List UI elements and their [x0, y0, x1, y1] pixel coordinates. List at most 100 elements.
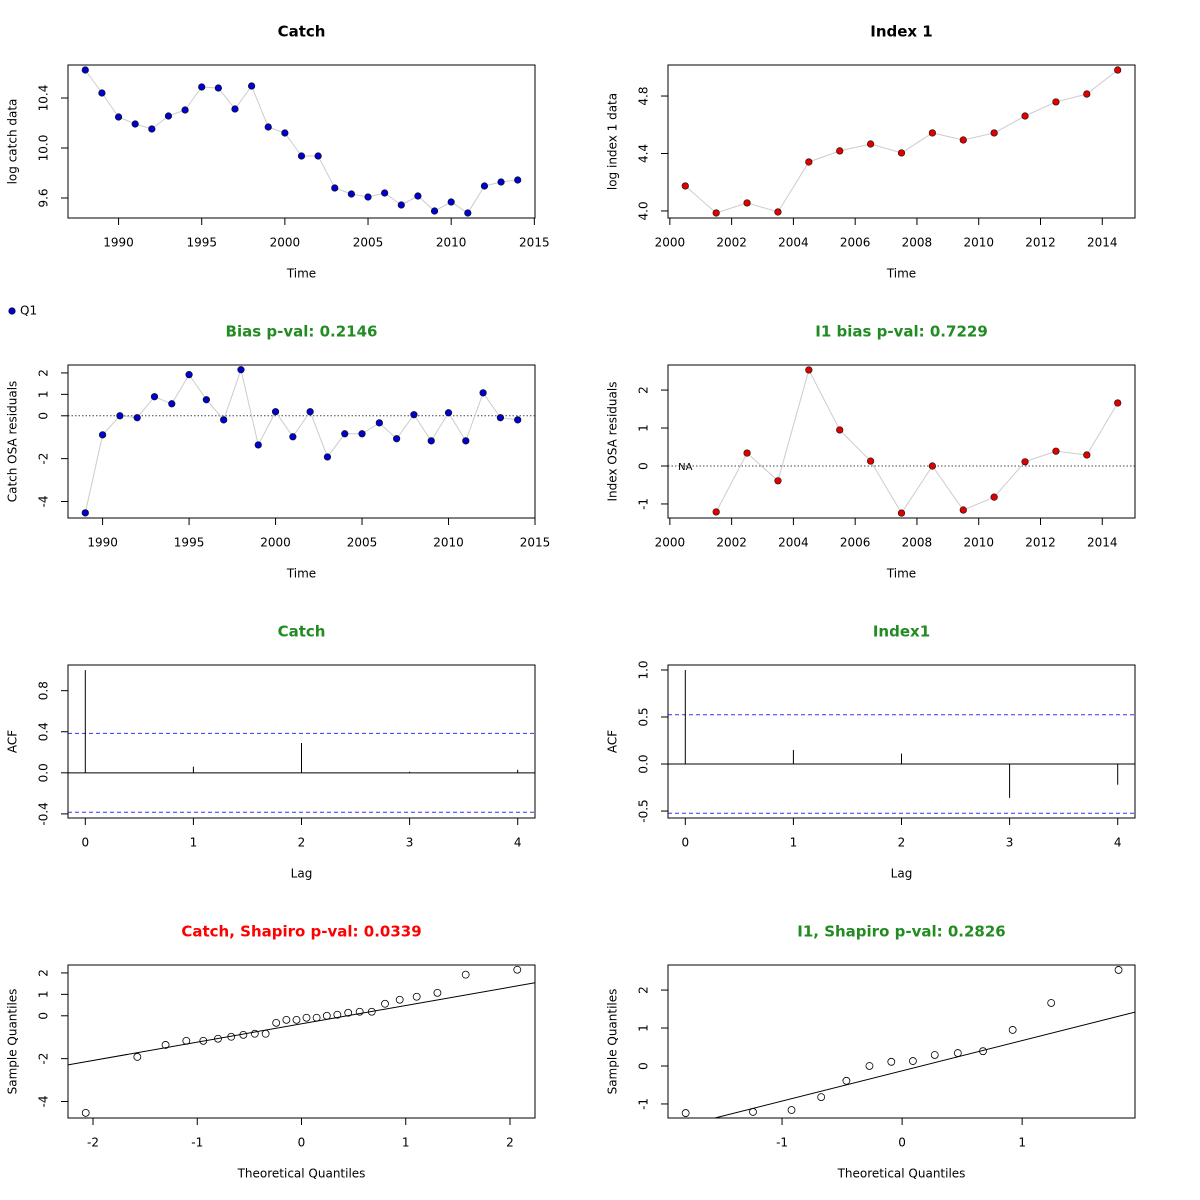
x-tick-label: 2012	[1025, 236, 1056, 250]
panel-title: Index 1	[870, 23, 933, 41]
y-tick-label: 9.6	[37, 188, 51, 207]
data-point	[381, 189, 389, 197]
qq-point	[227, 1032, 236, 1041]
data-point	[289, 433, 297, 441]
data-point	[164, 112, 173, 120]
x-tick-label: 2015	[520, 536, 551, 550]
panel-title: Catch	[278, 623, 326, 641]
data-point	[1021, 458, 1029, 466]
x-tick-label: 1	[790, 836, 798, 850]
y-tick-label: 2	[37, 969, 51, 977]
plot-frame	[67, 64, 536, 219]
x-tick-label: -1	[776, 1136, 788, 1150]
data-point	[712, 508, 720, 516]
panel-title: Catch	[278, 23, 326, 41]
data-point	[198, 83, 206, 91]
y-tick-label: 2	[637, 386, 651, 394]
qq-point	[322, 1011, 331, 1020]
data-point	[214, 84, 222, 92]
y-tick-label: 0.0	[37, 763, 51, 782]
qq-point	[787, 1106, 796, 1114]
x-tick-label: 3	[406, 836, 414, 850]
data-point	[1083, 451, 1091, 459]
data-point	[393, 435, 401, 443]
x-axis-label: Time	[886, 267, 916, 281]
x-tick-label: 2012	[1025, 536, 1056, 550]
y-axis-label: log index 1 data	[606, 93, 620, 190]
series-line	[84, 69, 518, 214]
x-axis-label: Time	[886, 567, 916, 581]
y-axis-label: Sample Quantiles	[606, 989, 620, 1095]
plot-frame	[67, 364, 536, 519]
data-point	[98, 431, 107, 439]
qq-point	[214, 1034, 222, 1043]
x-tick-label: 2	[298, 836, 306, 850]
plot-frame	[667, 364, 1136, 519]
qq-point	[239, 1030, 248, 1039]
qq-point	[133, 1053, 142, 1061]
y-tick-label: 0.5	[637, 707, 651, 726]
y-tick-label: 10.4	[37, 85, 51, 112]
x-tick-label: 2	[506, 1136, 514, 1150]
data-point	[414, 192, 422, 200]
panel: Bias p-val: 0.2146 Time Catch OSA residual…	[6, 323, 551, 581]
y-tick-label: 1	[637, 424, 651, 432]
data-point	[248, 82, 256, 90]
x-axis-label: Theoretical Quantiles	[237, 1167, 366, 1181]
y-tick-label: 1.0	[637, 660, 651, 679]
x-tick-label: 2000	[655, 536, 686, 550]
y-tick-label: -4	[37, 496, 51, 508]
data-point	[314, 152, 322, 160]
panel: I1 bias p-val: 0.7229 Time Index OSA resid…	[606, 323, 1136, 581]
data-point	[743, 199, 751, 207]
y-tick-label: -0.4	[37, 802, 51, 825]
series-line	[684, 69, 1119, 214]
y-tick-label: -4	[37, 1096, 51, 1108]
data-point	[447, 198, 455, 206]
x-tick-label: 2006	[840, 236, 871, 250]
x-tick-label: -1	[191, 1136, 203, 1150]
data-point	[98, 89, 106, 97]
data-point	[897, 149, 906, 157]
data-point	[81, 509, 89, 517]
y-tick-label: 1	[37, 991, 51, 999]
data-point	[836, 426, 844, 434]
y-tick-label: 2	[37, 369, 51, 377]
qq-point	[412, 992, 421, 1001]
y-tick-label: 0	[37, 1012, 51, 1020]
x-tick-label: 2000	[260, 536, 291, 550]
series-line	[84, 367, 518, 513]
plot-frame	[667, 64, 1136, 219]
x-tick-label: 2010	[433, 536, 464, 550]
data-point	[990, 493, 998, 501]
x-tick-label: 2005	[347, 536, 378, 550]
data-point	[297, 152, 306, 160]
x-tick-label: 2002	[716, 236, 747, 250]
x-tick-label: 2000	[655, 236, 686, 250]
panel: Index 1 Time log index 1 data 2000 2002 2004 2…	[606, 23, 1136, 281]
data-point	[774, 477, 782, 485]
data-point	[237, 366, 245, 374]
y-axis-label: ACF	[606, 730, 620, 753]
data-point	[836, 147, 844, 155]
qq-point	[909, 1057, 917, 1065]
x-tick-label: 2010	[963, 236, 994, 250]
qq-point	[312, 1013, 321, 1022]
panel: I1, Shapiro p-val: 0.2826 Theoretical Qua…	[606, 923, 1136, 1181]
data-point	[114, 113, 123, 121]
data-point	[306, 408, 314, 416]
qq-point	[865, 1062, 874, 1070]
qq-line	[712, 1011, 1135, 1118]
y-tick-label: 0	[637, 1062, 651, 1070]
data-point	[116, 412, 124, 420]
data-point	[331, 184, 339, 192]
data-point	[514, 416, 522, 424]
qq-point	[461, 970, 470, 979]
x-axis-label: Theoretical Quantiles	[837, 1167, 966, 1181]
series-line	[715, 368, 1119, 515]
data-point	[867, 457, 875, 465]
qq-point	[302, 1013, 311, 1022]
x-tick-label: 4	[514, 836, 522, 850]
data-point	[181, 106, 189, 114]
